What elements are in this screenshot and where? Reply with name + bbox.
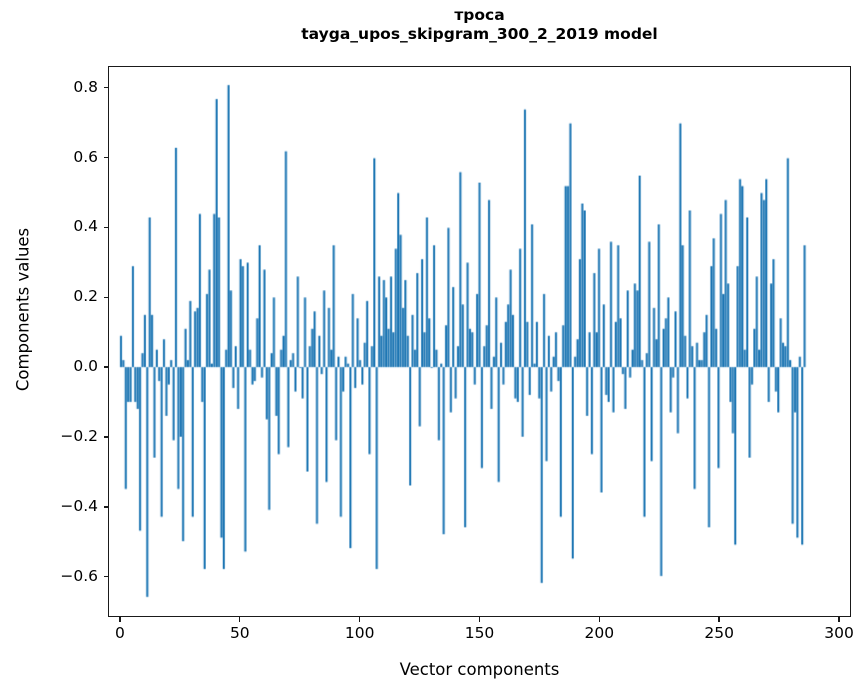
x-tick-mark <box>478 617 481 622</box>
bar-series-canvas <box>109 67 850 616</box>
y-tick-mark <box>103 366 108 368</box>
chart-title-model: tayga_upos_skipgram_300_2_2019 model <box>301 25 658 43</box>
x-tick-mark <box>358 617 361 622</box>
x-tick-label: 300 <box>824 624 854 642</box>
y-axis-label: Components values <box>13 227 33 392</box>
chart-title: троса tayga_upos_skipgram_300_2_2019 mod… <box>108 6 851 44</box>
x-tick-label: 200 <box>584 624 615 642</box>
x-tick-label: 0 <box>115 624 125 642</box>
x-tick-mark <box>598 617 600 622</box>
y-tick-label: 0.2 <box>73 287 98 306</box>
x-tick-mark <box>838 617 840 622</box>
y-tick-label: 0.6 <box>73 147 98 166</box>
x-tick-mark <box>718 617 720 622</box>
chart-title-word: троса <box>454 6 505 24</box>
x-axis-label: Vector components <box>399 660 560 679</box>
y-tick-label: −0.6 <box>60 566 98 585</box>
y-tick-mark <box>103 86 108 89</box>
y-tick-mark <box>103 296 108 298</box>
x-tick-label: 50 <box>229 624 250 642</box>
y-tick-mark <box>103 436 108 438</box>
y-tick-label: −0.4 <box>60 496 98 515</box>
y-tick-mark <box>103 226 108 229</box>
y-tick-mark <box>103 576 108 578</box>
x-tick-label: 100 <box>344 624 375 642</box>
y-tick-mark <box>103 506 108 508</box>
y-tick-mark <box>103 156 108 159</box>
plot-area <box>108 66 851 617</box>
x-tick-label: 250 <box>704 624 734 642</box>
y-tick-label: 0.0 <box>73 357 98 376</box>
y-tick-label: −0.2 <box>60 427 98 446</box>
x-tick-mark <box>239 617 241 622</box>
x-tick-mark <box>119 617 121 622</box>
y-tick-label: 0.4 <box>73 217 98 236</box>
y-tick-label: 0.8 <box>73 77 98 96</box>
x-tick-label: 150 <box>464 624 495 642</box>
